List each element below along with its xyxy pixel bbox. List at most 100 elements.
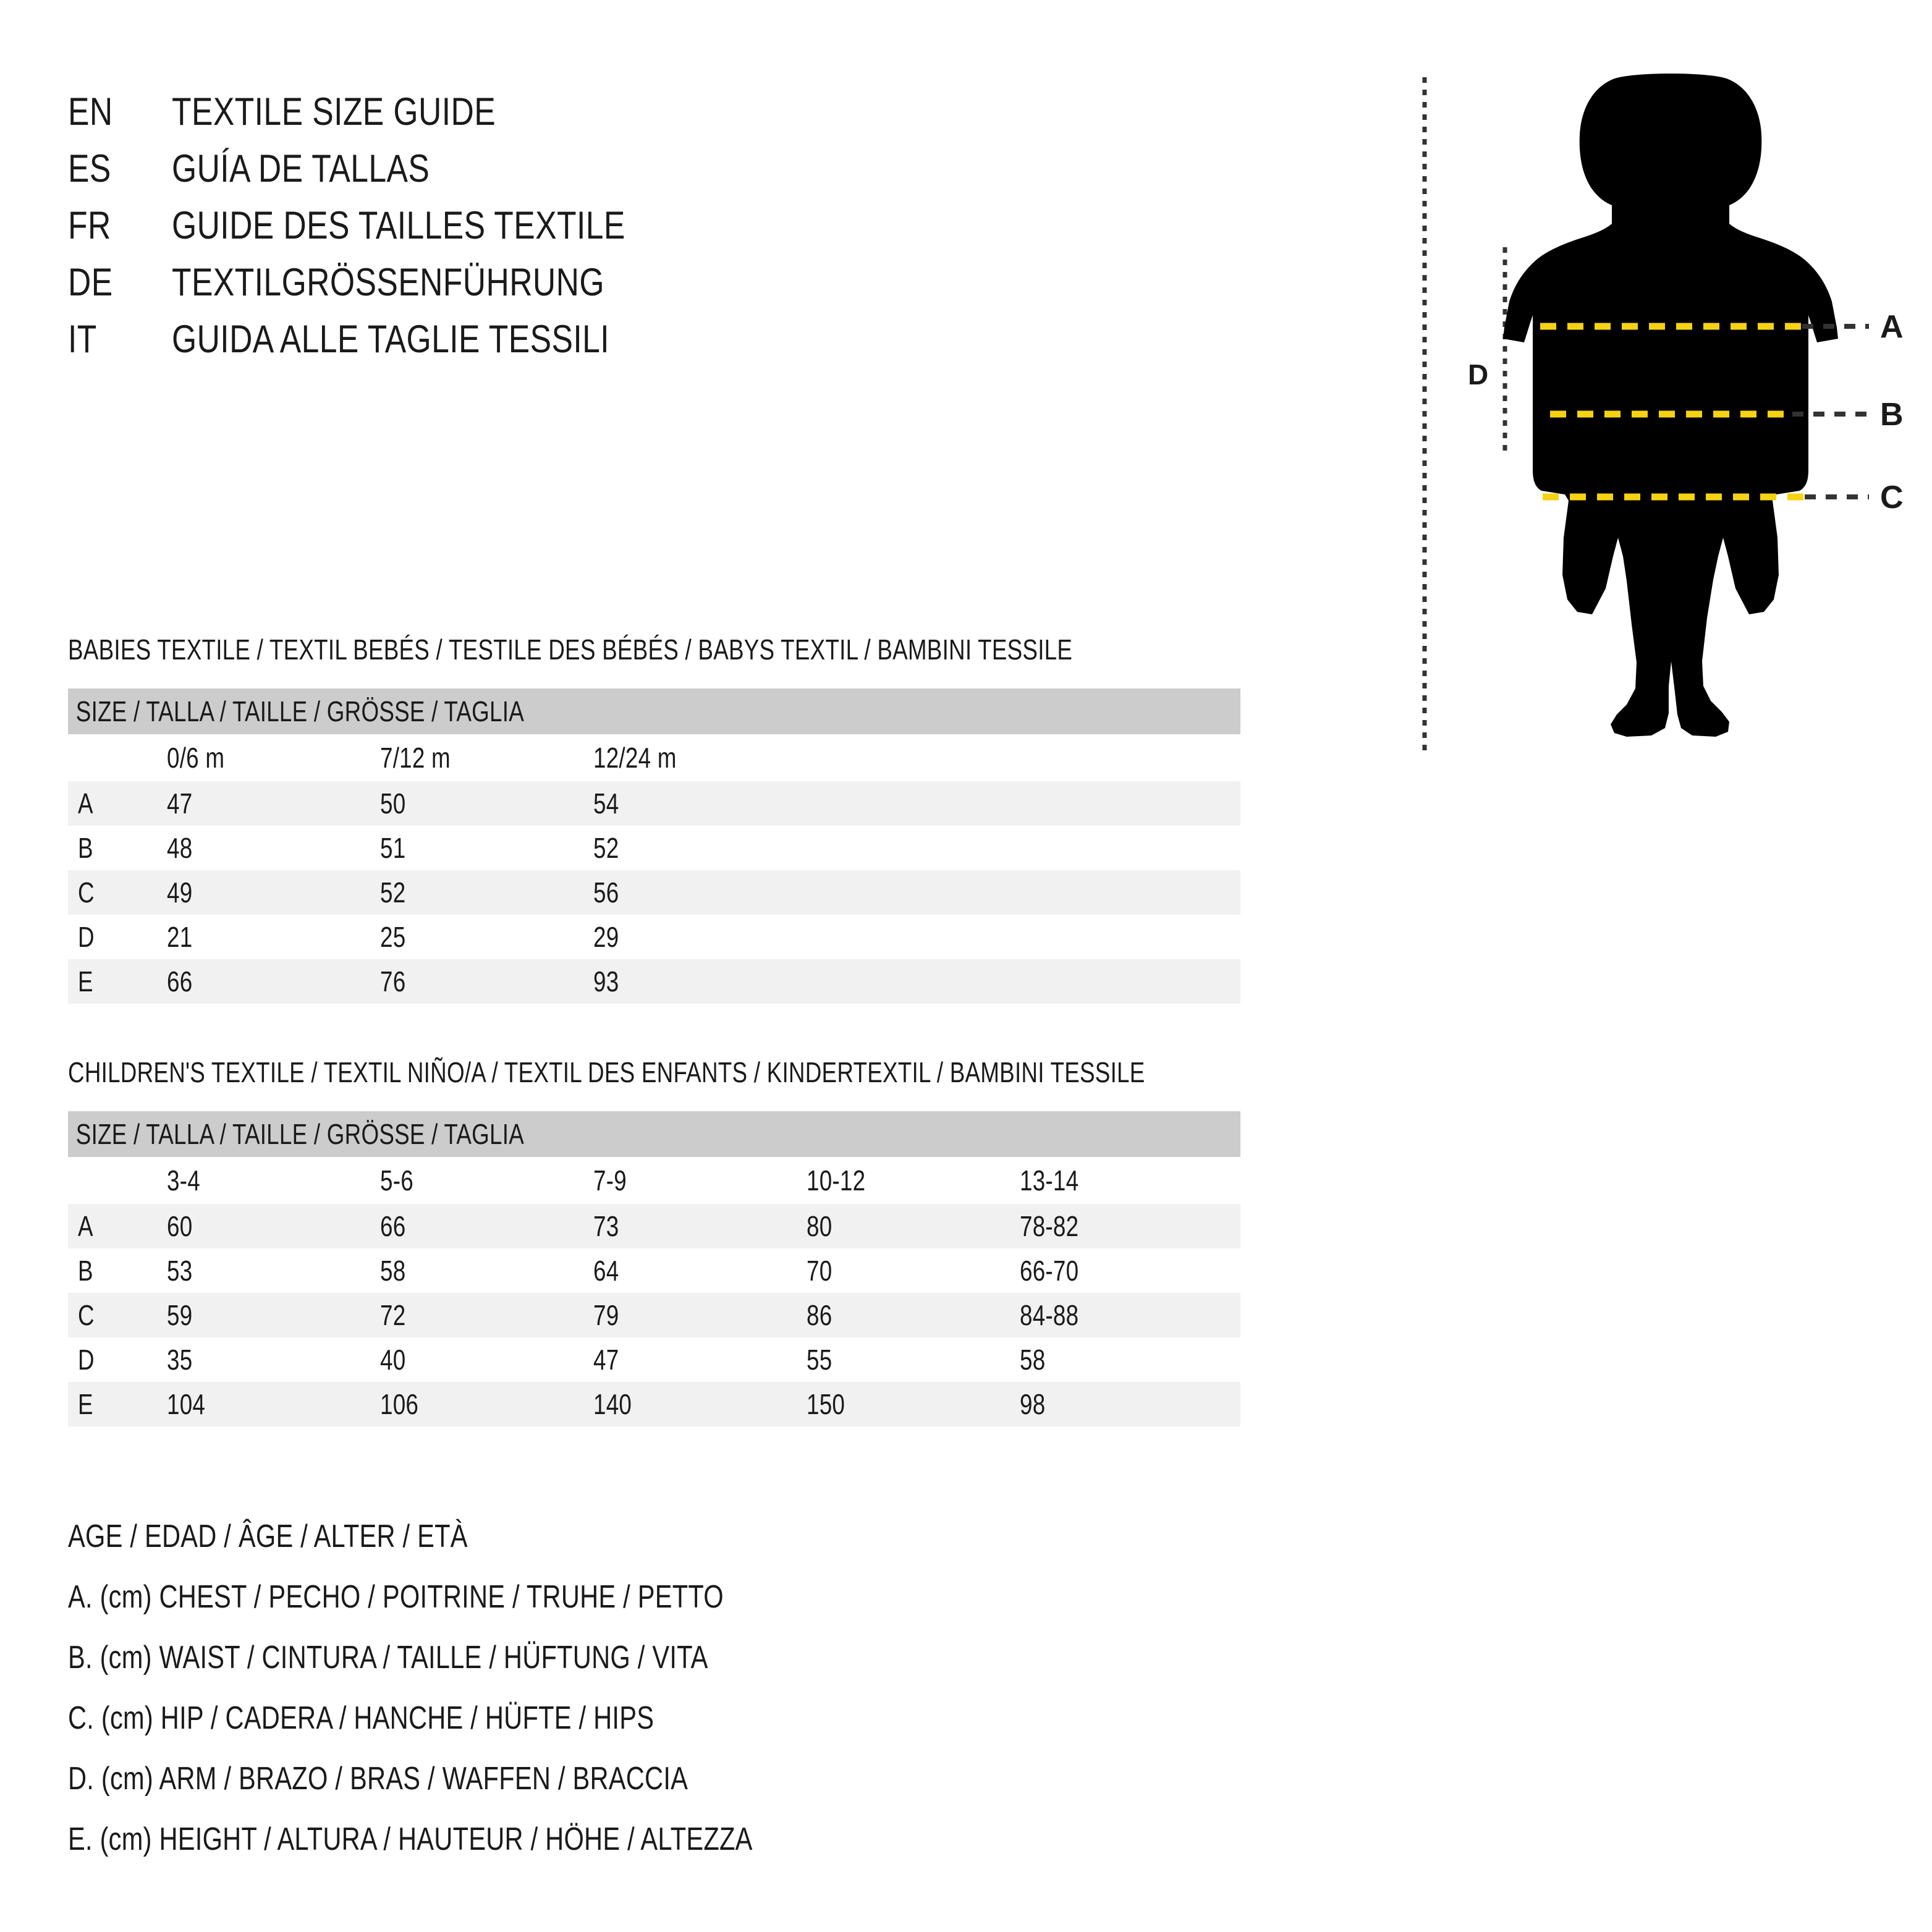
babies-size-bar-row: SIZE / TALLA / TAILLE / GRÖSSE / TAGLIA: [68, 688, 1240, 734]
language-code-en: EN: [68, 90, 113, 133]
babies-cell-a-1: 50: [380, 781, 593, 826]
babies-cell-d-2: 29: [593, 915, 807, 959]
children-cell-a-3: 80: [807, 1204, 1020, 1248]
babies-row-label-e: E: [68, 959, 167, 1004]
table-row: B 48 51 52: [68, 826, 1240, 870]
babies-size-table: SIZE / TALLA / TAILLE / GRÖSSE / TAGLIA …: [68, 688, 1240, 1004]
children-row-label-d: D: [68, 1337, 167, 1382]
table-row: D 35 40 47 55 58: [68, 1337, 1240, 1382]
children-cell-c-0: 59: [167, 1293, 380, 1337]
children-cell-d-1: 40: [380, 1337, 593, 1382]
language-header-block: EN TEXTILE SIZE GUIDE ES GUÍA DE TALLAS …: [68, 93, 1057, 377]
language-code-it: IT: [68, 318, 97, 361]
children-column-header-row: 3-4 5-6 7-9 10-12 13-14: [68, 1157, 1240, 1204]
language-code-es: ES: [68, 147, 111, 190]
children-column-header-4: 13-14: [1020, 1157, 1240, 1204]
children-cell-d-3: 55: [807, 1337, 1020, 1382]
children-cell-c-2: 79: [593, 1293, 807, 1337]
children-section-title: CHILDREN'S TEXTILE / TEXTIL NIÑO/A / TEX…: [68, 1056, 1145, 1088]
babies-row-label-a: A: [68, 781, 167, 826]
children-textile-section: CHILDREN'S TEXTILE / TEXTIL NIÑO/A / TEX…: [68, 1058, 1242, 1426]
child-silhouette-icon: [1503, 74, 1838, 737]
children-cell-b-2: 64: [593, 1248, 807, 1293]
children-cell-a-4: 78-82: [1020, 1204, 1240, 1248]
babies-cell-b-1: 51: [380, 826, 593, 870]
babies-column-header-2: 12/24 m: [593, 734, 807, 781]
babies-cell-b-0: 48: [167, 826, 380, 870]
language-row-en: EN TEXTILE SIZE GUIDE: [68, 93, 1057, 150]
babies-section-title: BABIES TEXTILE / TEXTIL BEBÉS / TESTILE …: [68, 633, 1073, 666]
children-cell-c-3: 86: [807, 1293, 1020, 1337]
children-row-label-e: E: [68, 1382, 167, 1426]
language-row-it: IT GUIDA ALLE TAGLIE TESSILI: [68, 320, 1057, 377]
table-row: A 60 66 73 80 78-82: [68, 1204, 1240, 1248]
table-row: E 66 76 93: [68, 959, 1240, 1004]
language-title-it: GUIDA ALLE TAGLIE TESSILI: [172, 318, 609, 361]
babies-header-spacer: [807, 734, 1240, 781]
babies-row-label-c: C: [68, 870, 167, 915]
body-measurement-diagram: A B C D E: [1409, 68, 1904, 766]
children-column-header-0: 3-4: [167, 1157, 380, 1204]
legend-item-c-row: C. (cm) HIP / CADERA / HANCHE / HÜFTE / …: [68, 1702, 1180, 1763]
table-row: A 47 50 54: [68, 781, 1240, 826]
babies-row-spacer-d: [807, 915, 1240, 959]
children-cell-a-1: 66: [380, 1204, 593, 1248]
children-size-bar-label: SIZE / TALLA / TAILLE / GRÖSSE / TAGLIA: [75, 1118, 525, 1150]
children-cell-b-4: 66-70: [1020, 1248, 1240, 1293]
children-cell-d-4: 58: [1020, 1337, 1240, 1382]
legend-age-heading: AGE / EDAD / ÂGE / ALTER / ETÀ: [68, 1519, 468, 1554]
table-row: C 59 72 79 86 84-88: [68, 1293, 1240, 1337]
table-row: E 104 106 140 150 98: [68, 1382, 1240, 1426]
children-cell-d-2: 47: [593, 1337, 807, 1382]
children-header-corner: [68, 1157, 167, 1204]
language-code-de: DE: [68, 261, 113, 304]
figure-label-d: D: [1468, 358, 1488, 391]
babies-row-label-b: B: [68, 826, 167, 870]
babies-row-spacer-a: [807, 781, 1240, 826]
children-column-header-1: 5-6: [380, 1157, 593, 1204]
figure-label-c: C: [1880, 480, 1904, 515]
babies-row-spacer-c: [807, 870, 1240, 915]
legend-item-b-row: B. (cm) WAIST / CINTURA / TAILLE / HÜFTU…: [68, 1642, 1180, 1702]
babies-header-corner: [68, 734, 167, 781]
babies-cell-e-1: 76: [380, 959, 593, 1004]
children-cell-b-0: 53: [167, 1248, 380, 1293]
babies-cell-d-0: 21: [167, 915, 380, 959]
language-title-es: GUÍA DE TALLAS: [172, 147, 430, 190]
babies-cell-c-1: 52: [380, 870, 593, 915]
legend-item-a-row: A. (cm) CHEST / PECHO / POITRINE / TRUHE…: [68, 1581, 1180, 1642]
measurement-legend-block: AGE / EDAD / ÂGE / ALTER / ETÀ A. (cm) C…: [68, 1520, 1180, 1884]
legend-age-heading-row: AGE / EDAD / ÂGE / ALTER / ETÀ: [68, 1520, 1180, 1581]
language-row-de: DE TEXTILGRÖSSENFÜHRUNG: [68, 263, 1057, 320]
figure-label-b: B: [1880, 397, 1904, 433]
language-title-fr: GUIDE DES TAILLES TEXTILE: [172, 204, 625, 247]
babies-cell-e-0: 66: [167, 959, 380, 1004]
table-row: C 49 52 56: [68, 870, 1240, 915]
children-cell-c-4: 84-88: [1020, 1293, 1240, 1337]
children-cell-e-2: 140: [593, 1382, 807, 1426]
language-row-fr: FR GUIDE DES TAILLES TEXTILE: [68, 206, 1057, 263]
babies-column-header-0: 0/6 m: [167, 734, 380, 781]
babies-row-spacer-b: [807, 826, 1240, 870]
children-size-table: SIZE / TALLA / TAILLE / GRÖSSE / TAGLIA …: [68, 1111, 1240, 1426]
babies-cell-e-2: 93: [593, 959, 807, 1004]
legend-item-d: D. (cm) ARM / BRAZO / BRAS / WAFFEN / BR…: [68, 1761, 688, 1797]
babies-cell-c-0: 49: [167, 870, 380, 915]
babies-cell-b-2: 52: [593, 826, 807, 870]
babies-size-bar-label: SIZE / TALLA / TAILLE / GRÖSSE / TAGLIA: [75, 695, 525, 727]
babies-row-spacer-e: [807, 959, 1240, 1004]
babies-cell-a-0: 47: [167, 781, 380, 826]
children-column-header-3: 10-12: [807, 1157, 1020, 1204]
babies-cell-d-1: 25: [380, 915, 593, 959]
children-cell-a-2: 73: [593, 1204, 807, 1248]
babies-column-header-row: 0/6 m 7/12 m 12/24 m: [68, 734, 1240, 781]
babies-textile-section: BABIES TEXTILE / TEXTIL BEBÉS / TESTILE …: [68, 635, 1242, 1004]
legend-item-e-row: E. (cm) HEIGHT / ALTURA / HAUTEUR / HÖHE…: [68, 1823, 1180, 1884]
children-cell-e-3: 150: [807, 1382, 1020, 1426]
table-row: D 21 25 29: [68, 915, 1240, 959]
children-cell-a-0: 60: [167, 1204, 380, 1248]
babies-column-header-1: 7/12 m: [380, 734, 593, 781]
figure-label-a: A: [1880, 309, 1904, 345]
children-cell-e-0: 104: [167, 1382, 380, 1426]
legend-item-b: B. (cm) WAIST / CINTURA / TAILLE / HÜFTU…: [68, 1640, 708, 1676]
